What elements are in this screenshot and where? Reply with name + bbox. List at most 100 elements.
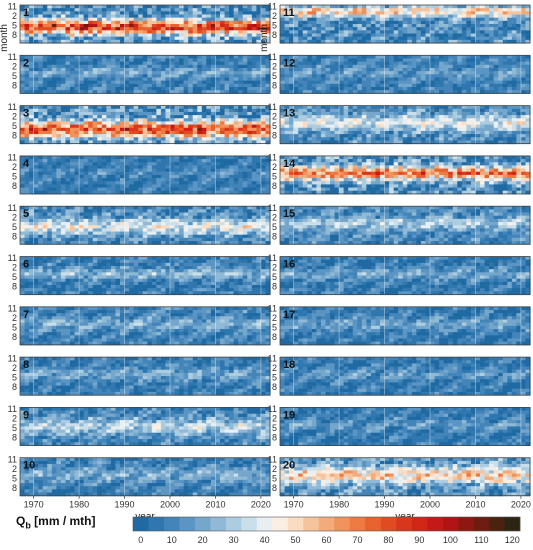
heat-cell <box>83 83 89 88</box>
heat-cell <box>260 291 267 296</box>
heat-cell <box>92 228 98 233</box>
heat-cell <box>83 130 89 135</box>
heat-cell <box>29 256 35 261</box>
heat-cell <box>101 187 107 192</box>
heat-cell <box>260 335 267 340</box>
heat-cell <box>265 366 271 371</box>
heat-cell <box>120 14 126 19</box>
heat-cell <box>97 130 103 135</box>
heat-cell <box>229 231 235 236</box>
heat-cell <box>165 190 171 195</box>
heat-cell <box>92 306 98 311</box>
heat-cell <box>101 262 107 267</box>
heat-cell <box>233 325 239 330</box>
heat-cell <box>92 90 98 94</box>
heat-cell <box>179 269 185 273</box>
heat-cell <box>260 127 267 132</box>
heat-cell <box>51 272 57 277</box>
heat-cell <box>260 155 267 160</box>
heat-cell <box>206 77 212 82</box>
heat-cell <box>60 212 67 217</box>
heat-cell <box>65 218 71 223</box>
heat-cell <box>179 30 185 35</box>
heat-cell <box>106 366 112 371</box>
heat-cell <box>60 159 67 163</box>
heat-cell <box>224 108 230 113</box>
heat-cell <box>142 306 148 311</box>
heat-cell <box>29 124 35 129</box>
y-tick-label: 8 <box>12 131 17 141</box>
heat-cell <box>51 33 57 38</box>
heat-cell <box>170 285 176 289</box>
heat-cell <box>238 206 244 210</box>
heat-cell <box>20 115 26 119</box>
heat-cell <box>79 272 85 277</box>
heat-cell <box>115 285 121 289</box>
heat-cell <box>197 222 203 226</box>
heat-cell <box>60 130 67 135</box>
heat-cell <box>42 241 48 245</box>
heat-cell <box>97 64 103 69</box>
heat-cell <box>115 115 121 119</box>
heat-cell <box>79 335 85 340</box>
heat-cell <box>156 118 162 123</box>
heat-cell <box>42 357 48 361</box>
heat-cell <box>51 306 57 311</box>
heat-cell <box>160 77 167 82</box>
heat-cell <box>92 61 98 66</box>
heat-cell <box>174 278 180 283</box>
heat-cell <box>174 309 180 314</box>
heat-cell <box>51 14 57 19</box>
heat-cell <box>110 288 117 292</box>
heat-cell <box>83 272 89 277</box>
heat-cell <box>156 319 162 324</box>
heat-cell <box>70 291 76 296</box>
heat-cell <box>120 322 126 327</box>
heat-cell <box>56 124 62 129</box>
heat-cell <box>70 24 76 28</box>
heat-cell <box>247 118 253 123</box>
heat-cell <box>124 11 130 16</box>
heat-cell <box>120 335 126 340</box>
heat-cell <box>170 5 176 9</box>
heat-cell <box>183 360 189 365</box>
heat-cell <box>160 269 167 273</box>
heat-cell <box>79 369 85 374</box>
heat-cell <box>265 36 271 41</box>
heat-cell <box>79 24 85 28</box>
heat-cell <box>138 313 144 317</box>
heat-cell <box>197 162 203 166</box>
heat-cell <box>124 228 130 233</box>
heat-cell <box>179 316 185 321</box>
heat-cell <box>147 111 153 116</box>
heat-cell <box>170 237 176 242</box>
heat-cell <box>170 171 176 176</box>
heat-cell <box>156 212 162 217</box>
heat-cell <box>101 319 107 324</box>
heat-cell <box>156 11 162 16</box>
heat-cell <box>106 90 112 94</box>
heat-cell <box>83 322 89 327</box>
heat-cell <box>92 266 98 270</box>
heat-cell <box>33 241 39 245</box>
heat-cell <box>174 215 180 220</box>
heat-cell <box>179 328 185 333</box>
heat-cell <box>256 11 262 16</box>
heat-cell <box>129 5 135 9</box>
heat-cell <box>51 363 57 368</box>
heat-cell <box>174 266 180 270</box>
heat-cell <box>260 108 267 113</box>
heat-cell <box>74 184 80 189</box>
heat-cell <box>224 171 230 176</box>
heat-cell <box>256 140 262 145</box>
heat-cell <box>110 64 117 69</box>
y-tick-label: 11 <box>8 203 17 213</box>
heat-cell <box>124 262 130 267</box>
heat-cell <box>101 328 107 333</box>
heat-cell <box>174 225 180 229</box>
heat-cell <box>265 178 271 182</box>
heat-cell <box>74 67 80 72</box>
heat-cell <box>129 140 135 145</box>
heat-cell <box>83 24 89 28</box>
heat-cell <box>201 316 207 321</box>
